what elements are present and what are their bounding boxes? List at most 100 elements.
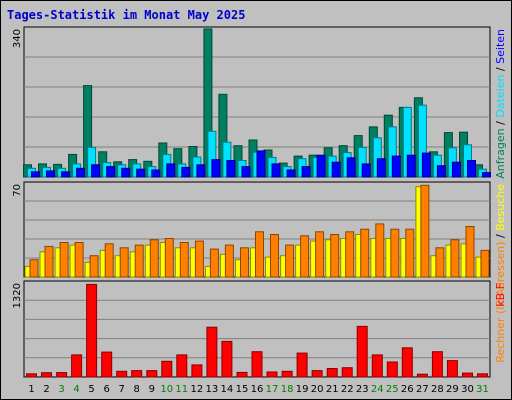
x-tick-label-day-27: 27: [416, 384, 429, 395]
bar-bottom-kbf-day-3: [56, 372, 68, 378]
x-tick-label-day-25: 25: [386, 384, 399, 395]
bar-bottom-kbf-day-5: [86, 283, 98, 378]
bar-top-seiten-day-24: [376, 158, 386, 178]
x-tick-label-day-22: 22: [341, 384, 354, 395]
bar-middle-rechner-day-5: [89, 255, 99, 278]
bar-middle-rechner-day-30: [465, 226, 475, 278]
bar-bottom-kbf-day-16: [251, 351, 263, 378]
bar-top-seiten-day-16: [256, 150, 266, 178]
bar-top-seiten-day-11: [181, 166, 191, 178]
bar-top-seiten-day-4: [76, 167, 86, 178]
panel-middle: 70 Rechner (IP-Adressen) / Besuche: [12, 181, 507, 363]
bar-bottom-kbf-day-9: [146, 370, 158, 378]
x-tick-label-day-15: 15: [236, 384, 249, 395]
bar-middle-rechner-day-8: [134, 244, 144, 278]
panel-bottom: 1320 kB F: [12, 280, 507, 378]
bar-bottom-kbf-day-18: [281, 370, 293, 378]
bar-middle-rechner-day-4: [74, 242, 84, 278]
bar-middle-rechner-day-15: [240, 247, 249, 278]
bar-top-seiten-day-27: [421, 152, 431, 178]
x-tick-label-day-13: 13: [206, 384, 219, 395]
x-tick-label-day-31: 31: [476, 384, 489, 395]
bar-top-seiten-day-13: [211, 159, 221, 178]
bar-top-seiten-day-2: [46, 170, 55, 178]
x-tick-label-day-12: 12: [191, 384, 204, 395]
bar-middle-rechner-day-31: [480, 249, 490, 278]
bar-middle-rechner-day-11: [179, 242, 189, 278]
bar-top-seiten-day-21: [331, 161, 341, 178]
bar-middle-rechner-day-12: [194, 240, 204, 278]
y-max-label: 70: [12, 184, 23, 197]
bar-top-seiten-day-7: [121, 167, 131, 178]
bar-bottom-kbf-day-6: [101, 351, 113, 378]
bar-top-seiten-day-23: [361, 163, 371, 178]
x-tick-label-day-4: 4: [73, 384, 79, 395]
x-tick-label-day-1: 1: [28, 384, 34, 395]
legend-entry: /: [494, 118, 507, 129]
bar-middle-rechner-day-9: [149, 239, 159, 278]
bar-bottom-kbf-day-15: [236, 371, 248, 378]
bar-top-seiten-day-1: [31, 171, 40, 178]
bar-bottom-kbf-day-20: [311, 370, 323, 378]
bar-bottom-kbf-day-23: [356, 325, 368, 378]
bar-bottom-kbf-day-7: [116, 370, 128, 378]
legend-entry: /: [494, 231, 507, 242]
bar-middle-rechner-day-28: [435, 247, 445, 278]
bar-top-seiten-day-29: [451, 161, 461, 178]
bar-middle-rechner-day-29: [450, 239, 460, 278]
x-tick-label-day-20: 20: [311, 384, 324, 395]
bar-middle-rechner-day-18: [285, 244, 295, 278]
legend-entry: Seiten: [494, 29, 507, 64]
x-tick-label-day-2: 2: [43, 384, 49, 395]
bar-top-seiten-day-3: [61, 171, 71, 178]
bar-bottom-kbf-day-24: [371, 354, 383, 378]
bar-top-seiten-day-20: [316, 154, 326, 178]
bar-top-seiten-day-28: [436, 165, 446, 178]
legend-entry: Rechner (IP-Adressen): [494, 242, 507, 363]
legend-entry: /: [494, 64, 507, 75]
bar-bottom-kbf-day-11: [176, 354, 188, 378]
bar-top-seiten-day-19: [301, 166, 311, 178]
chart-panels: 340 Anfragen / Dateien / Seiten 70 Rechner …: [12, 26, 507, 395]
bar-top-seiten-day-22: [346, 157, 356, 178]
bar-top-seiten-day-30: [467, 160, 476, 178]
bar-bottom-kbf-day-27: [416, 373, 428, 378]
legend-middle: Rechner (IP-Adressen) / Besuche: [494, 184, 507, 363]
x-tick-label-day-24: 24: [371, 384, 384, 395]
x-tick-label-day-23: 23: [356, 384, 369, 395]
bar-middle-rechner-day-16: [255, 231, 264, 278]
legend-entry: Anfragen: [494, 128, 507, 178]
bar-bottom-kbf-day-14: [221, 340, 233, 378]
bar-middle-rechner-day-13: [209, 248, 219, 278]
bar-top-seiten-day-8: [136, 168, 146, 178]
bar-bottom-kbf-day-28: [431, 351, 443, 378]
x-tick-label-day-7: 7: [119, 384, 125, 395]
bar-top-seiten-day-12: [196, 164, 206, 178]
x-tick-label-day-8: 8: [134, 384, 140, 395]
x-tick-label-day-14: 14: [221, 384, 234, 395]
x-tick-label-day-18: 18: [281, 384, 294, 395]
x-tick-label-day-3: 3: [58, 384, 64, 395]
x-tick-label-day-19: 19: [296, 384, 309, 395]
bar-middle-rechner-day-6: [104, 243, 114, 278]
bar-middle-rechner-day-27: [420, 184, 430, 278]
bar-middle-rechner-day-26: [405, 228, 415, 278]
y-max-label: 1320: [12, 283, 23, 308]
bar-top-seiten-day-15: [241, 166, 251, 178]
bar-middle-rechner-day-25: [390, 228, 400, 278]
bar-bottom-kbf-day-13: [206, 326, 218, 378]
bar-bottom-kbf-day-12: [191, 364, 203, 378]
bar-middle-rechner-day-7: [119, 247, 129, 278]
bar-bottom-kbf-day-8: [131, 370, 143, 378]
bar-bottom-kbf-day-17: [266, 371, 278, 378]
legend-entry: Besuche: [494, 184, 507, 231]
bar-top-seiten-day-5: [91, 164, 101, 178]
bar-middle-rechner-day-23: [360, 228, 370, 278]
bar-bottom-kbf-day-31: [477, 373, 488, 378]
bar-top-seiten-day-14: [226, 160, 236, 178]
x-tick-label-day-28: 28: [431, 384, 444, 395]
bar-bottom-kbf-day-10: [161, 360, 173, 378]
bar-middle-rechner-day-1: [29, 259, 39, 278]
bar-top-seiten-day-10: [166, 163, 176, 178]
